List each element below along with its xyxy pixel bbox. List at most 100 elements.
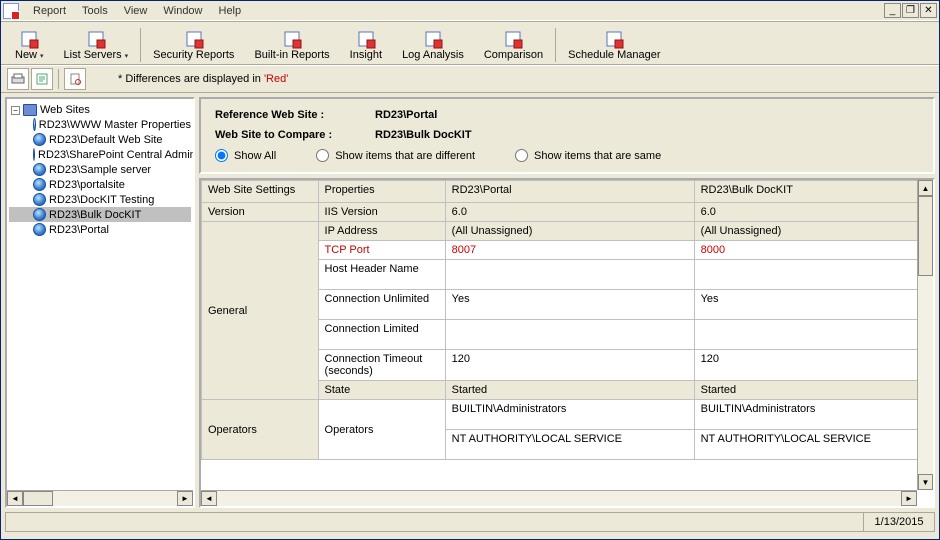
property-cell: Operators (318, 400, 445, 460)
toolbar-new[interactable]: New (5, 28, 54, 62)
scroll-right-icon[interactable]: ► (177, 491, 193, 506)
toolbar-icon (282, 29, 302, 49)
value-b-cell: NT AUTHORITY\LOCAL SERVICE (694, 430, 932, 460)
menu-report[interactable]: Report (25, 3, 74, 19)
expander-icon[interactable]: − (11, 106, 20, 115)
toolbar-built-in-reports[interactable]: Built-in Reports (244, 28, 339, 62)
toolbar-log-analysis[interactable]: Log Analysis (392, 28, 474, 62)
value-b-cell: BUILTIN\Administrators (694, 400, 932, 430)
filter-radio[interactable]: Show items that are same (515, 149, 661, 162)
tree-item-label: RD23\WWW Master Properties (39, 119, 191, 131)
restore-button[interactable]: ❐ (902, 3, 919, 18)
minimize-button[interactable]: _ (884, 3, 901, 18)
tree-hscroll[interactable]: ◄ ► (7, 490, 193, 506)
toolbar-security-reports[interactable]: Security Reports (143, 28, 244, 62)
table-row: OperatorsOperatorsBUILTIN\Administrators… (202, 400, 933, 430)
export-button[interactable] (31, 68, 53, 90)
scroll-down-icon[interactable]: ▼ (918, 474, 933, 490)
tree-item-label: RD23\Sample server (49, 164, 151, 176)
property-cell: Connection Limited (318, 320, 445, 350)
radio-input[interactable] (215, 149, 228, 162)
menu-window[interactable]: Window (155, 3, 210, 19)
value-a-cell: (All Unassigned) (445, 222, 694, 241)
content-area: − Web Sites RD23\WWW Master Properties RD23… (1, 93, 939, 512)
close-button[interactable]: ✕ (920, 3, 937, 18)
menu-tools[interactable]: Tools (74, 3, 116, 19)
toolbar-label: New (15, 49, 44, 61)
toolbar-list-servers[interactable]: List Servers (54, 28, 139, 62)
grid-header[interactable]: RD23\Portal (445, 181, 694, 203)
value-b-cell (694, 320, 932, 350)
menu-view[interactable]: View (116, 3, 156, 19)
tree-item[interactable]: RD23\portalsite (9, 177, 191, 192)
radio-input[interactable] (316, 149, 329, 162)
toolbar-icon (423, 29, 443, 49)
grid-hscroll[interactable]: ◄ ► (201, 490, 917, 506)
scroll-left-icon[interactable]: ◄ (7, 491, 23, 506)
menu-help[interactable]: Help (211, 3, 250, 19)
filter-radio[interactable]: Show All (215, 149, 276, 162)
value-a-cell: BUILTIN\Administrators (445, 400, 694, 430)
value-b-cell: 6.0 (694, 203, 932, 222)
tree-item-label: RD23\Default Web Site (49, 134, 163, 146)
tree-item[interactable]: RD23\DocKIT Testing (9, 192, 191, 207)
toolbar-label: Schedule Manager (568, 49, 660, 61)
globe-icon (33, 118, 36, 131)
globe-icon (33, 133, 46, 146)
tree-panel: − Web Sites RD23\WWW Master Properties RD23… (5, 97, 195, 508)
toolbar-schedule-manager[interactable]: Schedule Manager (558, 28, 670, 62)
toolbar-label: Log Analysis (402, 49, 464, 61)
property-cell: TCP Port (318, 241, 445, 260)
scroll-thumb[interactable] (918, 196, 933, 276)
page-icon (68, 73, 82, 85)
value-a-cell: Started (445, 381, 694, 400)
compare-header: Reference Web Site : RD23\Portal Web Sit… (199, 97, 935, 174)
tree-item[interactable]: RD23\Portal (9, 222, 191, 237)
right-panel: Reference Web Site : RD23\Portal Web Sit… (199, 97, 935, 508)
scroll-right-icon[interactable]: ► (901, 491, 917, 506)
tree-item-label: RD23\SharePoint Central Administration (38, 149, 195, 161)
diff-note: * Differences are displayed in 'Red' (118, 73, 288, 85)
toolbar-comparison[interactable]: Comparison (474, 28, 553, 62)
tree-root-label[interactable]: Web Sites (40, 104, 90, 116)
group-cell: Operators (202, 400, 319, 460)
property-cell: Connection Timeout (seconds) (318, 350, 445, 381)
value-b-cell (694, 260, 932, 290)
printer-icon (11, 73, 25, 85)
refresh-button[interactable] (64, 68, 86, 90)
toolbar-insight[interactable]: Insight (340, 28, 392, 62)
tree-item[interactable]: RD23\WWW Master Properties (9, 117, 191, 132)
compare-label: Web Site to Compare : (215, 129, 375, 141)
toolbar-icon (86, 29, 106, 49)
diff-note-text: * Differences are displayed in (118, 73, 264, 85)
radio-input[interactable] (515, 149, 528, 162)
radio-label: Show All (234, 150, 276, 162)
value-a-cell (445, 320, 694, 350)
main-toolbar: New List Servers Security Reports Built-in … (1, 21, 939, 65)
value-a-cell: NT AUTHORITY\LOCAL SERVICE (445, 430, 694, 460)
tree-item[interactable]: RD23\Sample server (9, 162, 191, 177)
grid-header[interactable]: Web Site Settings (202, 181, 319, 203)
table-row: VersionIIS Version6.06.0 (202, 203, 933, 222)
tree-item[interactable]: RD23\SharePoint Central Administration (9, 147, 191, 162)
scroll-up-icon[interactable]: ▲ (918, 180, 933, 196)
value-b-cell: Yes (694, 290, 932, 320)
scroll-thumb[interactable] (23, 491, 53, 506)
print-button[interactable] (7, 68, 29, 90)
filter-radio[interactable]: Show items that are different (316, 149, 475, 162)
tree-item[interactable]: RD23\Bulk DocKIT (9, 207, 191, 222)
value-b-cell: 8000 (694, 241, 932, 260)
property-cell: Host Header Name (318, 260, 445, 290)
grid-header[interactable]: RD23\Bulk DocKIT (694, 181, 932, 203)
radio-label: Show items that are different (335, 150, 475, 162)
sub-toolbar: * Differences are displayed in 'Red' (1, 65, 939, 93)
value-b-cell: (All Unassigned) (694, 222, 932, 241)
grid-vscroll[interactable]: ▲ ▼ (917, 180, 933, 490)
value-b-cell: Started (694, 381, 932, 400)
scroll-left-icon[interactable]: ◄ (201, 491, 217, 506)
diff-note-red: 'Red' (264, 73, 288, 85)
tree-item[interactable]: RD23\Default Web Site (9, 132, 191, 147)
grid-header[interactable]: Properties (318, 181, 445, 203)
tree-item-label: RD23\DocKIT Testing (49, 194, 154, 206)
toolbar-label: Security Reports (153, 49, 234, 61)
